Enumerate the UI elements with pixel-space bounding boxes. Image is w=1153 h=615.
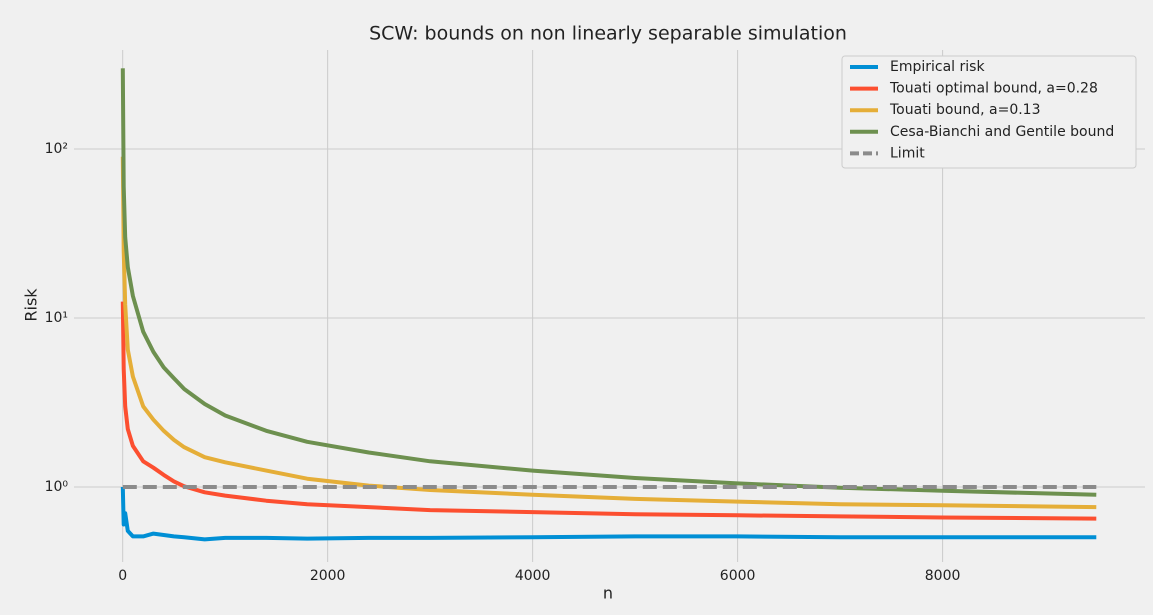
x-tick-label: 6000 bbox=[720, 568, 756, 584]
series-line bbox=[120, 156, 1097, 510]
x-tick-label: 0 bbox=[118, 568, 127, 584]
y-axis-label: Risk bbox=[22, 288, 41, 322]
series-line bbox=[120, 486, 1097, 542]
x-tick-label: 4000 bbox=[515, 568, 551, 584]
legend-label: Limit bbox=[890, 145, 925, 161]
x-tick-label: 2000 bbox=[310, 568, 346, 584]
y-tick-label: 10⁰ bbox=[45, 479, 69, 495]
series-line bbox=[120, 68, 1097, 497]
legend-label: Cesa-Bianchi and Gentile bound bbox=[890, 124, 1114, 140]
y-tick-label: 10² bbox=[45, 141, 68, 157]
legend-label: Touati bound, a=0.13 bbox=[889, 102, 1041, 118]
legend-box bbox=[841, 55, 1137, 169]
x-tick-label: 8000 bbox=[925, 568, 961, 584]
legend-label: Empirical risk bbox=[890, 59, 985, 75]
legend-label: Touati optimal bound, a=0.28 bbox=[889, 81, 1098, 97]
x-axis-label: n bbox=[603, 584, 613, 603]
chart-title: SCW: bounds on non linearly separable si… bbox=[369, 23, 847, 45]
y-tick-label: 10¹ bbox=[45, 310, 68, 326]
series-line bbox=[120, 301, 1097, 521]
